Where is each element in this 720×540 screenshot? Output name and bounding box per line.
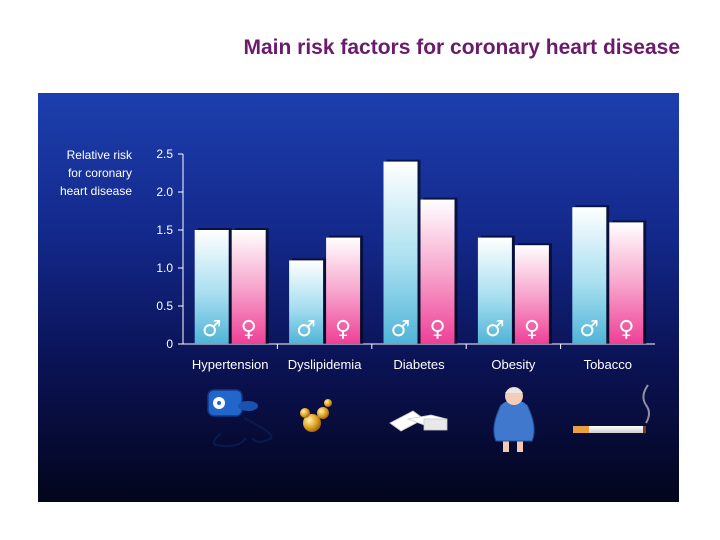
chart-panel: Relative risk for coronary heart disease: [38, 93, 679, 502]
gender-symbol: ♀: [241, 317, 257, 342]
gender-symbol: ♀: [335, 317, 351, 342]
x-tick-label: Obesity: [491, 357, 536, 372]
cigarette-icon: [573, 384, 650, 433]
bar: [194, 230, 229, 344]
x-tick-label: Tobacco: [584, 357, 632, 372]
bar: [514, 245, 549, 344]
x-tick-label: Diabetes: [393, 357, 445, 372]
sugar-cubes-icon: [389, 410, 448, 432]
gender-symbol: ♂: [485, 317, 505, 342]
bar-chart: 0 0.5 1.0 1.5 2.0 2.5 ♂ ♀ ♂ ♀ ♂ ♀ ♂ ♀ ♂ ♀ Hypertension…: [156, 147, 655, 452]
x-tick-label: Dyslipidemia: [288, 357, 362, 372]
y-tick-label: 1.5: [156, 223, 173, 237]
gender-symbol: ♀: [524, 317, 540, 342]
gender-symbol: ♂: [391, 317, 411, 342]
gender-symbol: ♂: [579, 317, 599, 342]
bar: [420, 199, 455, 344]
bar: [289, 260, 324, 344]
bar: [572, 207, 607, 344]
bar: [609, 222, 644, 344]
bar: [326, 237, 361, 344]
obese-person-icon: [493, 387, 535, 452]
x-tick-label: Hypertension: [192, 357, 269, 372]
slide-title: Main risk factors for coronary heart dis…: [243, 36, 681, 59]
gender-symbol: ♂: [202, 317, 222, 342]
bar: [477, 237, 512, 344]
y-tick-label: 2.5: [156, 147, 173, 161]
y-tick-label: 2.0: [156, 185, 173, 199]
gender-symbol: ♀: [618, 317, 634, 342]
y-tick-label: 1.0: [156, 261, 173, 275]
y-tick-label: 0: [166, 337, 173, 351]
cholesterol-molecule-icon: [300, 399, 332, 432]
y-tick-label: 0.5: [156, 299, 173, 313]
y-axis-label: Relative risk for coronary heart disease: [59, 148, 132, 198]
blood-pressure-monitor-icon: [207, 389, 273, 448]
gender-symbol: ♂: [296, 317, 316, 342]
bar: [383, 161, 418, 344]
gender-symbol: ♀: [429, 317, 445, 342]
bar: [231, 230, 266, 344]
